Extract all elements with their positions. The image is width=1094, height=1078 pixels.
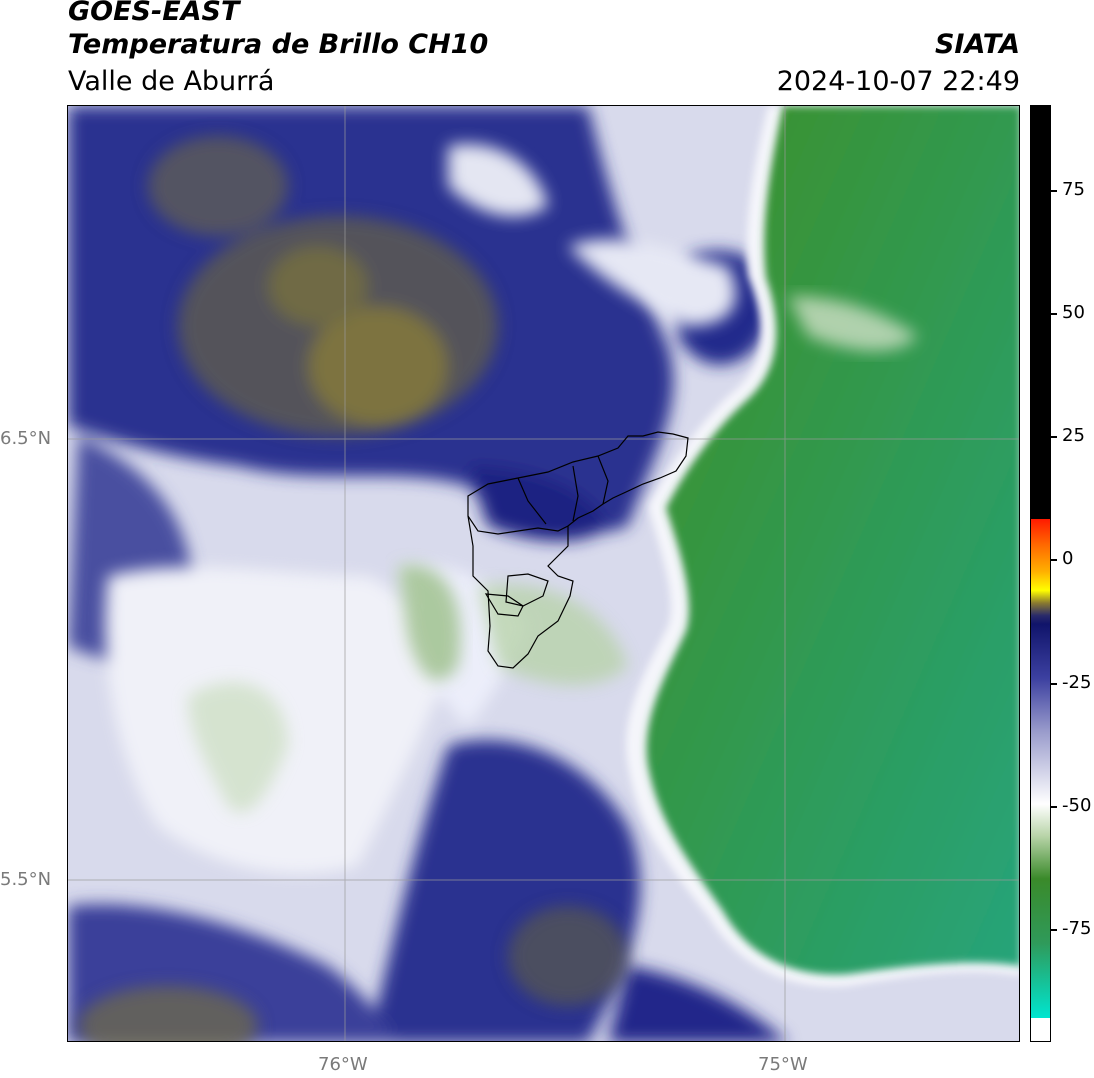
colorbar-segment xyxy=(1031,624,1050,804)
longitude-label: 76°W xyxy=(318,1054,368,1075)
colorbar-tick-label: -25 xyxy=(1062,672,1092,693)
brightness-temperature-field xyxy=(68,106,1019,1041)
graticule xyxy=(68,106,1019,1041)
colorbar-tick xyxy=(1051,683,1057,685)
longitude-label: 75°W xyxy=(758,1054,808,1075)
colorbar-segment xyxy=(1031,804,1050,1018)
organization-label: SIATA xyxy=(934,29,1020,60)
region-label: Valle de Aburrá xyxy=(68,66,275,97)
colorbar-segment xyxy=(1031,1018,1050,1041)
satellite-map[interactable] xyxy=(67,105,1020,1042)
colorbar-tick xyxy=(1051,559,1057,561)
colorbar-tick-label: -50 xyxy=(1062,795,1092,816)
colorbar-segment xyxy=(1031,106,1050,519)
satellite-title: GOES-EAST xyxy=(68,0,240,27)
colorbar-tick-label: 50 xyxy=(1062,302,1085,323)
municipal-boundaries xyxy=(467,431,689,669)
colorbar-tick-label: -75 xyxy=(1062,918,1092,939)
colorbar-tick xyxy=(1051,806,1057,808)
colorbar xyxy=(1030,105,1051,1042)
colorbar-tick xyxy=(1051,190,1057,192)
colorbar-tick xyxy=(1051,313,1057,315)
colorbar-tick-label: 25 xyxy=(1062,425,1085,446)
clear-sky-region xyxy=(188,106,1019,987)
latitude-label: 6.5°N xyxy=(0,428,52,449)
product-title: Temperatura de Brillo CH10 xyxy=(68,29,489,60)
colorbar-tick-label: 0 xyxy=(1062,548,1074,569)
timestamp-label: 2024-10-07 22:49 xyxy=(776,66,1020,97)
colorbar-tick xyxy=(1051,929,1057,931)
colorbar-tick xyxy=(1051,436,1057,438)
colorbar-tick-label: 75 xyxy=(1062,179,1085,200)
colorbar-segment xyxy=(1031,519,1050,624)
latitude-label: 5.5°N xyxy=(0,869,52,890)
olive-cloud-patches xyxy=(78,136,628,1041)
